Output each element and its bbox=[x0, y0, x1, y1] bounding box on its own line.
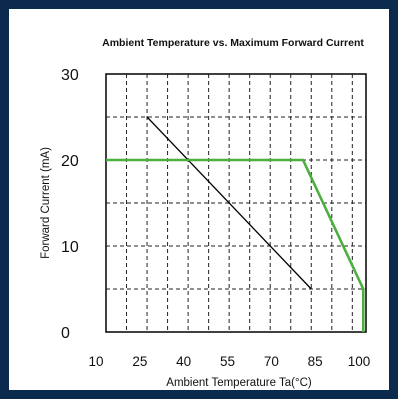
grid bbox=[106, 74, 366, 332]
chart-frame: Ambient Temperature vs. Maximum Forward … bbox=[0, 0, 398, 399]
x-tick-label: 10 bbox=[88, 354, 103, 369]
chart-title: Ambient Temperature vs. Maximum Forward … bbox=[102, 37, 364, 49]
x-tick-labels: 10 25 40 55 70 85 100 bbox=[88, 354, 370, 369]
x-tick-label: 40 bbox=[176, 354, 191, 369]
x-tick-label: 100 bbox=[348, 354, 371, 369]
series-line-black bbox=[146, 116, 312, 290]
x-tick-label: 55 bbox=[220, 354, 235, 369]
series-line-green bbox=[106, 158, 365, 332]
series-group bbox=[106, 116, 365, 332]
y-tick-label: 30 bbox=[61, 67, 79, 84]
y-tick-label: 10 bbox=[61, 239, 79, 256]
y-axis-label: Forward Current (mA) bbox=[40, 147, 52, 259]
y-tick-label: 20 bbox=[61, 153, 79, 170]
chart-svg: Ambient Temperature vs. Maximum Forward … bbox=[40, 37, 370, 389]
x-axis-label: Ambient Temperature Ta(°C) bbox=[166, 377, 312, 389]
x-tick-label: 70 bbox=[264, 354, 279, 369]
x-tick-label: 25 bbox=[132, 354, 147, 369]
x-tick-label: 85 bbox=[308, 354, 323, 369]
y-tick-label: 0 bbox=[61, 325, 70, 342]
y-tick-labels: 0 10 20 30 bbox=[61, 67, 79, 342]
plot-area-border bbox=[105, 73, 367, 333]
